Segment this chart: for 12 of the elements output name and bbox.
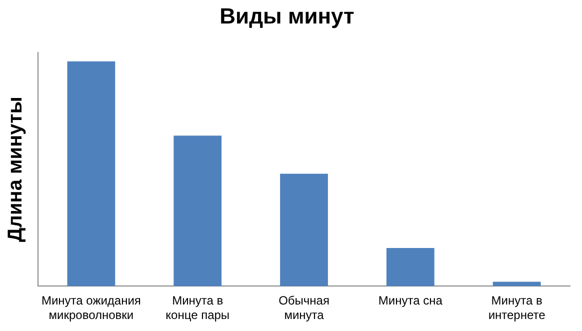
x-tick-label: Минута в конце пары	[166, 294, 230, 322]
bar	[67, 61, 116, 286]
x-tick-label: Минута ожидания микроволновки	[41, 294, 141, 322]
bar	[174, 136, 222, 286]
x-tick-label: Минута сна	[378, 294, 443, 308]
bar	[280, 174, 328, 286]
x-tick-label: Обычная минута	[278, 294, 330, 322]
y-axis-title: Длина минуты	[4, 96, 27, 242]
x-tick-label: Минута в интернете	[488, 294, 546, 322]
bar	[386, 248, 434, 286]
chart-title: Виды минут	[220, 3, 355, 28]
bar	[492, 282, 541, 286]
